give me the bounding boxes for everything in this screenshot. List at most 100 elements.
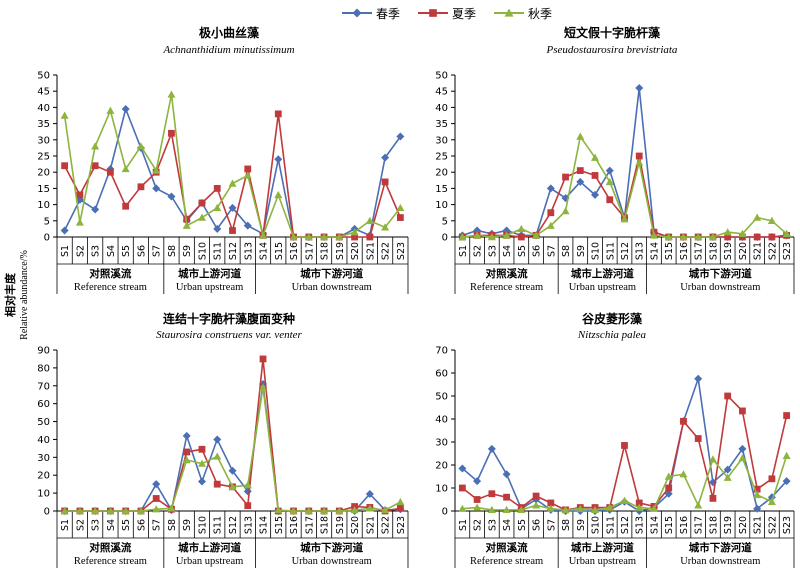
x-tick-label: S16 bbox=[679, 516, 690, 534]
panel-2-subtitle: Pseudostaurosira brevistriata bbox=[546, 44, 678, 56]
data-point-summer bbox=[458, 484, 466, 492]
data-point-autumn bbox=[649, 231, 658, 239]
x-tick-label: S7 bbox=[152, 519, 163, 531]
y-tick-label: 35 bbox=[37, 119, 50, 130]
y-tick-label: 0 bbox=[442, 233, 448, 244]
data-point-summer bbox=[768, 233, 776, 241]
data-point-autumn bbox=[259, 383, 268, 391]
x-tick-label: S21 bbox=[753, 516, 764, 534]
legend-marker-summer bbox=[429, 9, 437, 17]
x-tick-label: S6 bbox=[532, 245, 543, 257]
x-tick-label: S20 bbox=[350, 242, 361, 260]
data-point-summer bbox=[381, 178, 389, 186]
y-tick-label: 45 bbox=[435, 87, 448, 98]
panel-1-subtitle: Achnanthidium minutissimum bbox=[162, 44, 294, 56]
group-label-cn: 对照溪流 bbox=[486, 541, 528, 554]
panel-1: 0 5 10 15 20 25 30 35 40 45 50 S1 S2 S3 S4 S5 S6 S7 S8 S9 S1… bbox=[37, 71, 409, 294]
y-tick-label: 60 bbox=[37, 399, 50, 410]
data-point-autumn bbox=[197, 459, 206, 467]
data-point-autumn bbox=[182, 221, 191, 229]
data-point-autumn bbox=[396, 498, 405, 506]
x-tick-label: S6 bbox=[136, 245, 147, 257]
x-tick-label: S9 bbox=[576, 245, 587, 257]
data-point-spring bbox=[487, 444, 496, 453]
group-label-cn: 对照溪流 bbox=[89, 541, 131, 554]
x-tick-label: S5 bbox=[517, 519, 528, 531]
group-label-cn: 对照溪流 bbox=[486, 267, 528, 280]
data-point-summer bbox=[621, 442, 628, 449]
y-tick-label: 10 bbox=[435, 200, 448, 211]
data-point-autumn bbox=[106, 106, 115, 114]
data-point-autumn bbox=[708, 455, 717, 463]
x-tick-label: S7 bbox=[546, 245, 557, 257]
data-point-spring bbox=[458, 464, 467, 473]
y-tick-label: 20 bbox=[435, 461, 448, 472]
x-tick-label: S3 bbox=[487, 245, 498, 257]
data-point-autumn bbox=[121, 164, 130, 173]
x-tick-label: S2 bbox=[473, 245, 484, 257]
group-label-cn: 城市上游河道 bbox=[178, 541, 241, 554]
x-tick-label: S4 bbox=[502, 245, 513, 257]
data-point-autumn bbox=[517, 224, 526, 233]
data-point-autumn bbox=[335, 233, 344, 241]
data-point-autumn bbox=[320, 233, 329, 241]
data-point-autumn bbox=[517, 505, 526, 514]
data-point-autumn bbox=[350, 228, 359, 236]
data-point-summer bbox=[694, 435, 702, 442]
x-tick-label: S8 bbox=[561, 519, 572, 531]
x-tick-label: S15 bbox=[664, 242, 675, 260]
x-tick-label: S18 bbox=[320, 242, 331, 260]
data-point-spring bbox=[723, 465, 732, 474]
y-tick-label: 30 bbox=[435, 438, 448, 449]
x-tick-label: S6 bbox=[532, 519, 543, 531]
x-tick-label: S10 bbox=[197, 516, 208, 534]
data-point-autumn bbox=[532, 501, 541, 509]
group-label-en: Urban downstream bbox=[680, 556, 760, 567]
x-tick-label: S23 bbox=[782, 242, 793, 260]
data-point-autumn bbox=[350, 506, 359, 514]
legend-label-summer: 夏季 bbox=[452, 7, 476, 21]
data-point-autumn bbox=[694, 501, 703, 509]
data-point-autumn bbox=[723, 228, 732, 236]
x-tick-label: S19 bbox=[723, 242, 734, 260]
y-tick-label: 0 bbox=[44, 507, 50, 518]
x-tick-label: S10 bbox=[197, 242, 208, 260]
y-tick-label: 60 bbox=[435, 369, 448, 380]
data-point-autumn bbox=[228, 482, 237, 491]
x-tick-label: S18 bbox=[708, 242, 719, 260]
data-point-summer bbox=[547, 209, 555, 217]
data-point-summer bbox=[168, 129, 175, 137]
data-point-autumn bbox=[620, 215, 629, 223]
data-point-autumn bbox=[60, 111, 69, 119]
data-point-spring bbox=[152, 480, 161, 489]
data-point-autumn bbox=[167, 504, 176, 512]
x-tick-label: S3 bbox=[487, 519, 498, 531]
data-point-summer bbox=[783, 412, 791, 419]
data-point-autumn bbox=[782, 229, 791, 237]
data-point-autumn bbox=[561, 207, 570, 215]
data-point-summer bbox=[739, 407, 746, 415]
group-label-en: Reference stream bbox=[74, 556, 147, 567]
series-line-summer bbox=[461, 394, 788, 511]
x-tick-label: S15 bbox=[274, 242, 285, 260]
data-point-spring bbox=[546, 184, 555, 193]
y-tick-label: 50 bbox=[435, 392, 448, 403]
data-point-autumn bbox=[546, 221, 555, 229]
data-point-summer bbox=[198, 199, 206, 207]
panel-1-title: 极小曲丝藻 bbox=[199, 25, 260, 40]
group-label-cn: 城市上游河道 bbox=[178, 267, 241, 280]
data-point-summer bbox=[183, 448, 191, 456]
data-point-spring bbox=[167, 192, 176, 201]
x-tick-label: S4 bbox=[106, 519, 117, 531]
series-line-autumn bbox=[63, 94, 402, 239]
data-point-summer bbox=[107, 168, 114, 176]
data-point-summer bbox=[488, 490, 496, 498]
x-tick-label: S9 bbox=[182, 245, 193, 257]
data-point-spring bbox=[228, 466, 237, 475]
data-point-spring bbox=[635, 83, 644, 92]
panel-2-title: 短文假十字脆杆藻 bbox=[564, 25, 661, 40]
x-tick-label: S13 bbox=[243, 242, 254, 260]
legend-label-spring: 春季 bbox=[376, 7, 400, 21]
